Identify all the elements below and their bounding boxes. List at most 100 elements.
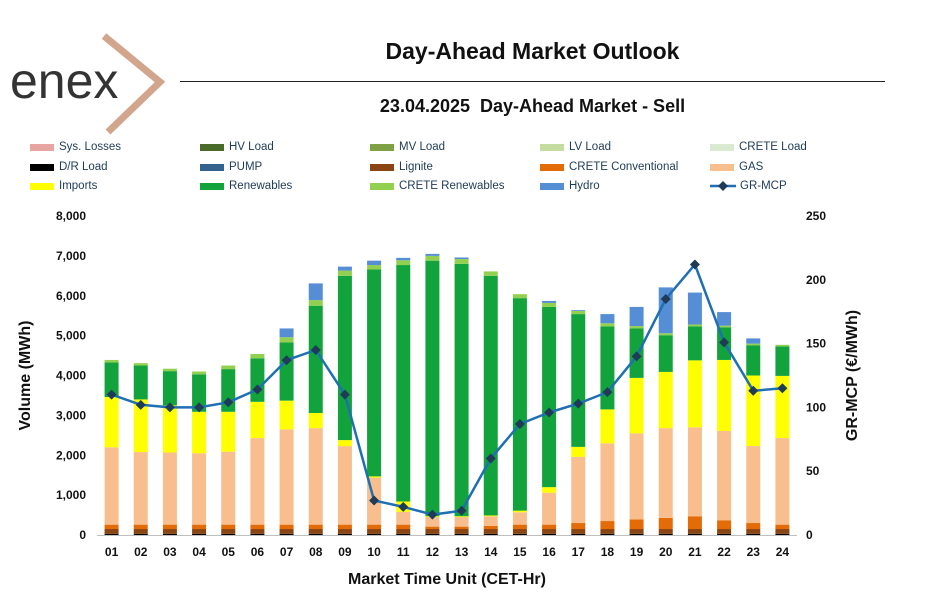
mcp-point: [135, 399, 146, 410]
mcp-point: [252, 384, 263, 395]
bar-segment: [571, 446, 586, 457]
x-tick-label: 05: [222, 545, 236, 559]
bar-segment: [454, 517, 469, 527]
bar-segment: [192, 411, 207, 454]
bar-segment: [483, 515, 498, 517]
bar-segment: [746, 446, 761, 524]
bar-segment: [454, 526, 469, 530]
bar-segment: [658, 428, 673, 518]
bar-segment: [192, 374, 207, 412]
bar-segment: [687, 516, 702, 530]
legend-item: HV Load: [200, 141, 274, 153]
bar-segment: [717, 533, 732, 535]
bar-segment: [629, 326, 644, 329]
legend-label: CRETE Load: [739, 141, 807, 153]
y2-tick-label: 100: [806, 400, 826, 414]
bar-segment: [279, 529, 294, 534]
legend-line-marker: [710, 181, 736, 191]
mcp-point: [398, 501, 409, 512]
bar-segment: [308, 428, 323, 525]
bar-segment: [279, 400, 294, 430]
bar-segment: [367, 529, 382, 534]
bar-segment: [512, 510, 527, 513]
bar-segment: [512, 529, 527, 534]
bar-segment: [542, 302, 557, 307]
bar-segment: [221, 365, 236, 370]
bar-segment: [775, 533, 790, 535]
bar-segment: [454, 516, 469, 518]
legend-swatch: [370, 182, 394, 190]
bar-segment: [775, 346, 790, 376]
bar-segment: [250, 533, 265, 535]
legend-swatch: [370, 163, 394, 171]
bar-segment: [600, 521, 615, 530]
mcp-point: [281, 355, 292, 366]
bar-segment: [571, 523, 586, 530]
bar-segment: [162, 529, 177, 534]
bar-segment: [308, 305, 323, 413]
x-tick-label: 15: [513, 545, 527, 559]
mcp-point: [689, 259, 700, 270]
x-tick-label: 06: [251, 545, 265, 559]
bar-segment: [425, 253, 440, 256]
bar-segment: [396, 260, 411, 266]
bar-segment: [308, 412, 323, 429]
bar-segment: [483, 275, 498, 516]
legend-item: Imports: [30, 180, 97, 192]
x-tick-label: 18: [601, 545, 615, 559]
bar-segment: [425, 255, 440, 261]
bar-segment: [104, 524, 119, 530]
bar-segment: [542, 300, 557, 303]
bar-segment: [337, 275, 352, 441]
mcp-point: [369, 495, 380, 506]
bar-segment: [133, 524, 148, 530]
y-tick-label: 4,000: [56, 369, 86, 383]
bar-segment: [133, 529, 148, 534]
bar-segment: [396, 529, 411, 534]
legend-label: PUMP: [229, 161, 263, 173]
mcp-point: [602, 387, 613, 398]
legend-swatch: [540, 182, 564, 190]
bar-segment: [367, 524, 382, 530]
bar-segment: [629, 306, 644, 327]
y-axis-title: Volume (MWh): [17, 321, 34, 431]
bar-segment: [104, 529, 119, 534]
bar-segment: [687, 326, 702, 361]
bar-segment: [454, 529, 469, 534]
bar-segment: [221, 533, 236, 535]
bar-segment: [162, 524, 177, 530]
bar-segment: [279, 524, 294, 530]
y-tick-label: 3,000: [56, 408, 86, 422]
bar-segment: [512, 298, 527, 511]
legend-label: Imports: [59, 180, 98, 192]
bar-segment: [746, 338, 761, 344]
bar-segment: [775, 375, 790, 439]
x-tick-label: 03: [163, 545, 177, 559]
legend-swatch: [540, 163, 564, 171]
bar-segment: [425, 517, 440, 527]
legend-item: PUMP: [200, 161, 262, 173]
legend-swatch: [370, 143, 394, 151]
legend-label: HV Load: [229, 141, 274, 153]
bar-segment: [104, 362, 119, 398]
x-tick-label: 07: [280, 545, 294, 559]
bar-segment: [396, 533, 411, 535]
bar-segment: [279, 328, 294, 338]
bar-segment: [250, 401, 265, 439]
legend-swatch: [30, 163, 54, 171]
bar-segment: [717, 359, 732, 431]
bar-segment: [483, 533, 498, 535]
legend-swatch: [710, 143, 734, 151]
bar-segment: [367, 265, 382, 270]
x-tick-label: 19: [630, 545, 644, 559]
bar-segment: [250, 358, 265, 402]
legend-label: Lignite: [399, 161, 433, 173]
bar-segment: [658, 517, 673, 530]
y-tick-label: 6,000: [56, 289, 86, 303]
legend-label: GR-MCP: [740, 180, 787, 192]
bar-segment: [162, 405, 177, 453]
x-axis-title: Market Time Unit (CET-Hr): [348, 571, 546, 588]
legend-swatch: [710, 163, 734, 171]
bar-segment: [454, 257, 469, 260]
